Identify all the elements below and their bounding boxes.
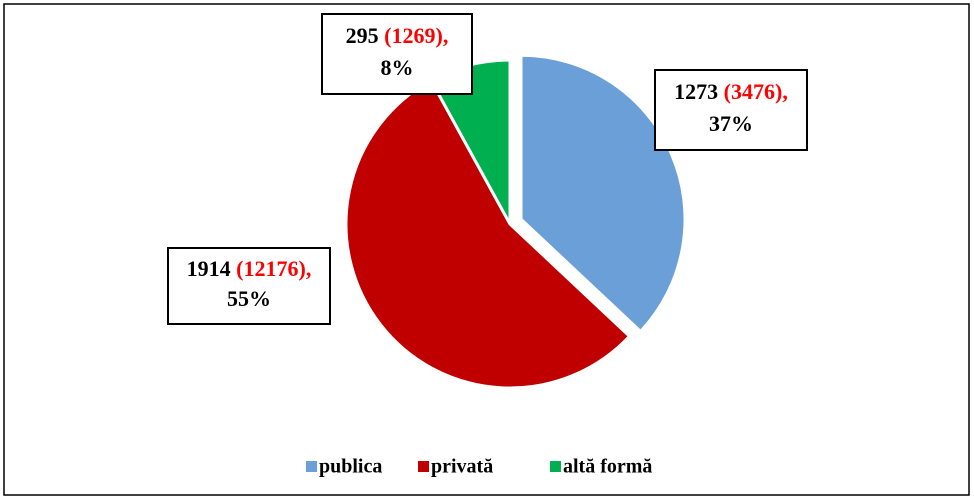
pie-slice: [344, 78, 632, 390]
data-label: 1914 (12176),: [187, 256, 312, 281]
data-label-value: 1914: [187, 256, 231, 281]
data-label-percent: 37%: [709, 111, 753, 136]
data-label-box: [654, 69, 808, 151]
data-label-box: [321, 13, 473, 95]
legend-swatch: [550, 461, 561, 472]
data-label-box: [167, 247, 331, 325]
data-label: 1273 (3476),: [674, 79, 788, 104]
legend-label: altă formă: [563, 456, 652, 478]
pie-slice: [519, 53, 687, 334]
data-label-secondary: (1269),: [384, 23, 448, 48]
data-label-percent: 8%: [381, 55, 414, 80]
legend-swatch: [306, 461, 317, 472]
data-label-value: 295: [346, 23, 379, 48]
data-label-value: 1273: [674, 79, 718, 104]
legend-label: publica: [319, 456, 382, 478]
data-label-secondary: (3476),: [724, 79, 788, 104]
legend-label: privată: [431, 456, 493, 478]
legend-swatch: [418, 461, 429, 472]
data-label: 295 (1269),: [346, 23, 449, 48]
data-label-secondary: (12176),: [236, 256, 311, 281]
data-label-percent: 55%: [227, 286, 271, 311]
